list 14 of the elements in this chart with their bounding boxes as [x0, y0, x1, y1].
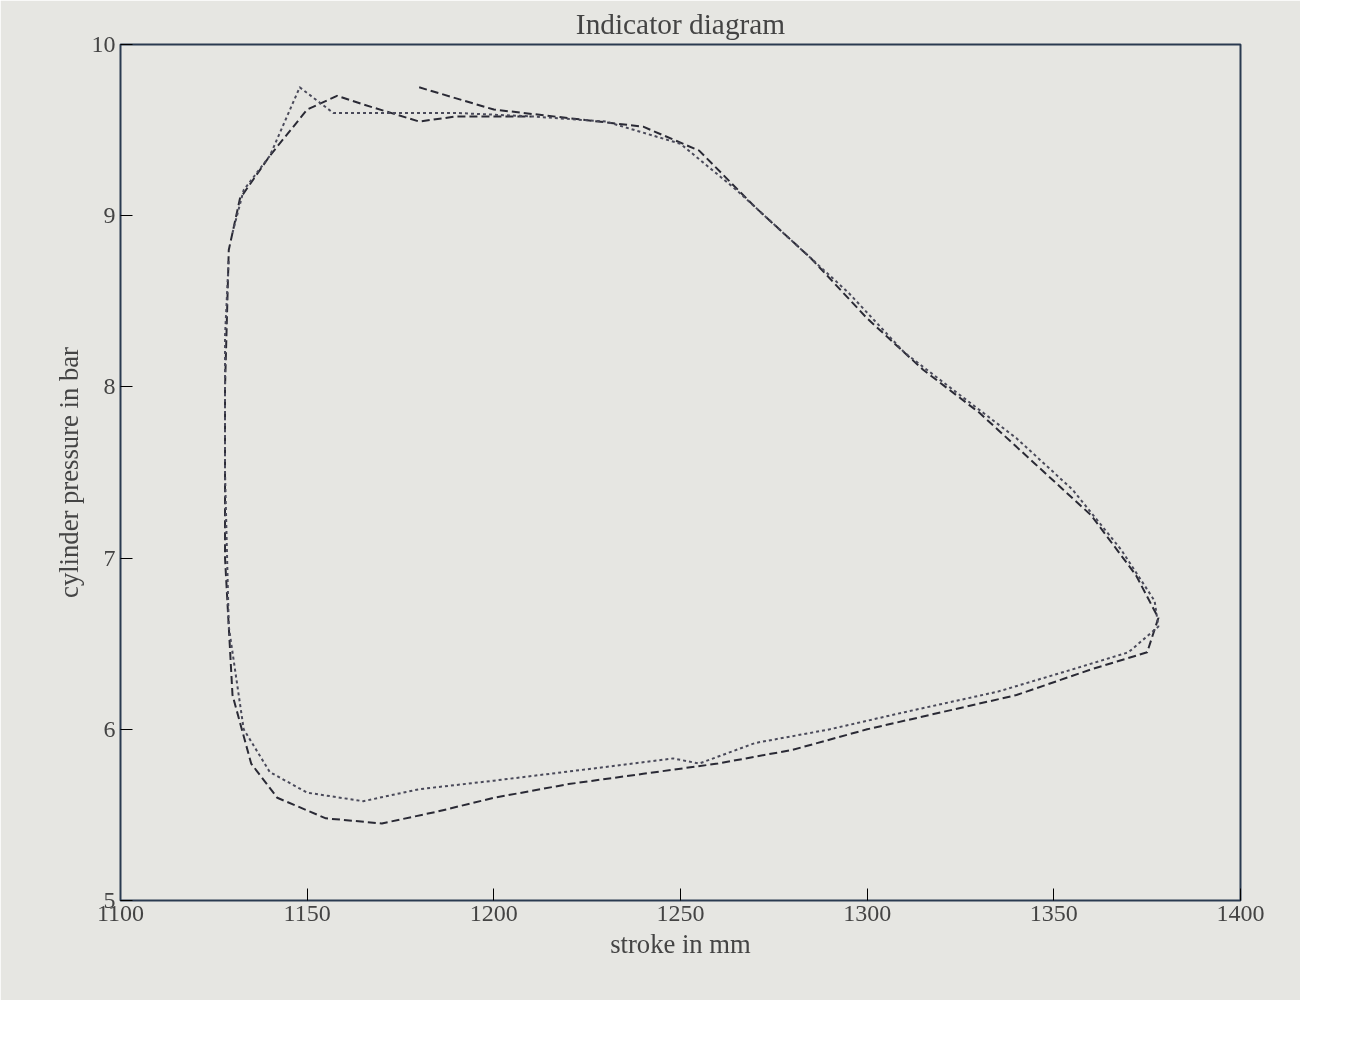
y-tick-label: 9 — [103, 202, 116, 229]
x-tick-label: 1250 — [656, 899, 705, 926]
y-tick-label: 10 — [91, 31, 116, 57]
x-tick-label: 1200 — [469, 899, 518, 926]
y-tick-label: 6 — [103, 715, 116, 742]
y-tick-label: 8 — [103, 373, 116, 400]
x-tick-label: 1150 — [283, 899, 331, 926]
x-tick-label: 1400 — [1216, 899, 1265, 926]
y-tick-label: 7 — [103, 544, 116, 571]
x-axis-title: stroke in mm — [610, 928, 752, 959]
x-tick-label: 1350 — [1029, 899, 1078, 926]
x-tick-label: 1300 — [843, 899, 892, 926]
chart-title: Indicator diagram — [575, 7, 786, 40]
y-axis-title: cylinder pressure in bar — [53, 346, 84, 598]
